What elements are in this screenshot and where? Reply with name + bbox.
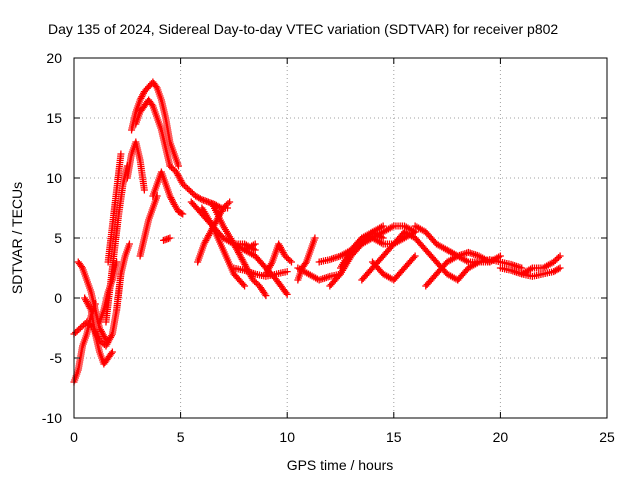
data-point (86, 321, 94, 329)
data-point (554, 254, 562, 261)
data-point (553, 255, 561, 263)
data-point (251, 246, 259, 254)
data-point (379, 222, 387, 230)
data-point (284, 255, 292, 263)
data-point (496, 252, 504, 260)
data-point (283, 268, 291, 276)
data-point (179, 210, 187, 218)
data-point (251, 278, 259, 285)
data-point (556, 252, 564, 260)
data-point (107, 350, 115, 357)
data-point (117, 150, 125, 158)
data-point (251, 240, 259, 248)
x-tick-label: 0 (70, 429, 78, 445)
data-point (281, 252, 289, 260)
data-point (180, 182, 188, 189)
data-point (182, 183, 190, 191)
data-point (83, 318, 91, 326)
x-axis-label: GPS time / hours (287, 457, 394, 473)
data-point (554, 265, 562, 273)
data-point (556, 264, 564, 272)
y-tick-label: 10 (46, 170, 62, 186)
data-point (76, 324, 84, 332)
data-point (179, 180, 187, 188)
data-point (379, 234, 387, 242)
data-point (174, 162, 182, 170)
x-axis-ticks: 0 5 10 15 20 25 (70, 58, 615, 445)
data-point (75, 326, 83, 333)
data-point (241, 282, 249, 290)
x-tick-label: 5 (177, 429, 185, 445)
data-point (177, 209, 185, 217)
data-point (226, 198, 234, 206)
data-point (78, 323, 86, 330)
y-tick-label: 15 (46, 110, 62, 126)
data-point (224, 200, 232, 207)
data-point (411, 228, 419, 236)
data-point (80, 321, 88, 329)
data-point (188, 189, 196, 197)
data-point (286, 257, 294, 264)
data-point (102, 336, 110, 344)
x-tick-label: 10 (279, 429, 295, 445)
data-point (184, 185, 192, 192)
data-point (196, 195, 204, 203)
data-point (140, 186, 148, 194)
data-point (239, 281, 247, 288)
data-point (72, 329, 80, 336)
data-point (283, 290, 291, 298)
data-point (187, 188, 195, 195)
data-point (283, 254, 291, 261)
x-tick-label: 25 (599, 429, 615, 445)
data-point (249, 276, 257, 284)
data-point (73, 327, 81, 335)
data-point (168, 164, 176, 171)
x-tick-label: 20 (493, 429, 509, 445)
data-point (125, 240, 133, 248)
chart-title: Day 135 of 2024, Sidereal Day-to-day VTE… (48, 21, 558, 37)
data-point (113, 258, 121, 266)
data-point (551, 257, 559, 264)
data-point (222, 201, 230, 209)
data-point (166, 234, 174, 242)
data-point (550, 258, 558, 266)
y-tick-label: -5 (50, 350, 63, 366)
y-axis-label: SDTVAR / TECUs (9, 182, 25, 294)
y-tick-label: 20 (46, 50, 62, 66)
data-point (262, 292, 270, 300)
data-point (252, 279, 260, 287)
data-point (221, 203, 229, 210)
data-point (166, 162, 174, 170)
data-point (518, 264, 526, 272)
data-point (169, 165, 177, 173)
data-point (311, 234, 319, 242)
data-points (70, 78, 564, 386)
y-tick-label: -10 (42, 410, 62, 426)
data-point (108, 348, 116, 356)
data-point (410, 254, 418, 261)
data-point (287, 258, 295, 266)
y-tick-label: 5 (54, 230, 62, 246)
y-axis-ticks: -10 -5 0 5 10 15 20 (42, 50, 607, 426)
data-point (185, 186, 193, 194)
y-tick-label: 0 (54, 290, 62, 306)
data-point (356, 236, 364, 243)
data-point (282, 289, 290, 297)
data-point (411, 252, 419, 260)
data-point (219, 204, 227, 212)
data-point (261, 290, 269, 298)
x-tick-label: 15 (386, 429, 402, 445)
